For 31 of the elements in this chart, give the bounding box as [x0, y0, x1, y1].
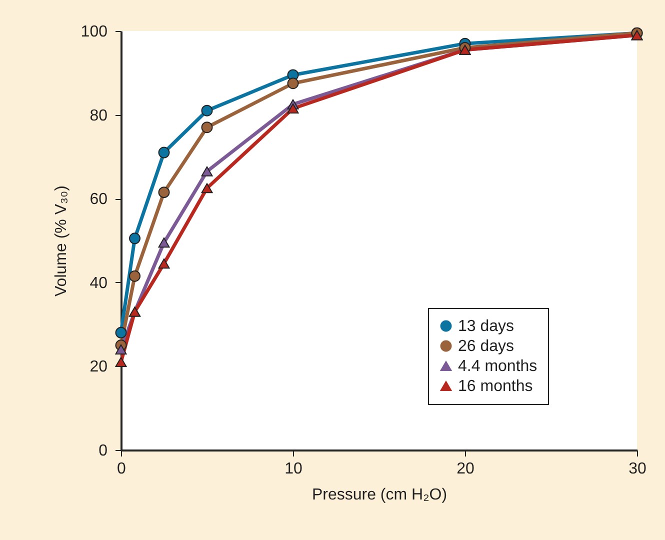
point — [158, 186, 170, 198]
point — [201, 104, 213, 116]
point — [129, 232, 141, 244]
legend-label: 13 days — [458, 318, 514, 335]
point — [287, 103, 299, 114]
legend-label: 4.4 months — [458, 358, 538, 375]
y-tick-label: 0 — [98, 442, 108, 460]
point — [201, 122, 213, 134]
point — [115, 326, 127, 338]
point — [201, 183, 213, 194]
point — [115, 344, 127, 354]
point — [129, 270, 141, 282]
x-tick-label: 10 — [284, 460, 302, 478]
legend-label: 16 months — [458, 378, 533, 395]
y-tick-label: 100 — [80, 24, 108, 40]
y-axis-title: Volume (% V₃₀) — [52, 186, 70, 296]
point — [201, 166, 213, 176]
point — [158, 258, 170, 269]
x-tick-label: 30 — [628, 460, 646, 478]
y-tick-label: 60 — [90, 191, 108, 208]
y-tick-label: 40 — [90, 274, 108, 292]
point — [158, 146, 170, 158]
x-tick-label: 20 — [456, 460, 474, 478]
y-tick-label: 20 — [90, 358, 108, 376]
point — [158, 238, 170, 248]
point — [115, 356, 127, 368]
point — [287, 78, 299, 90]
legend-label: 26 days — [458, 338, 514, 355]
y-tick-label: 80 — [90, 107, 108, 124]
x-axis-title: Pressure (cm H₂O) — [312, 486, 448, 504]
x-tick-label: 0 — [117, 460, 126, 478]
